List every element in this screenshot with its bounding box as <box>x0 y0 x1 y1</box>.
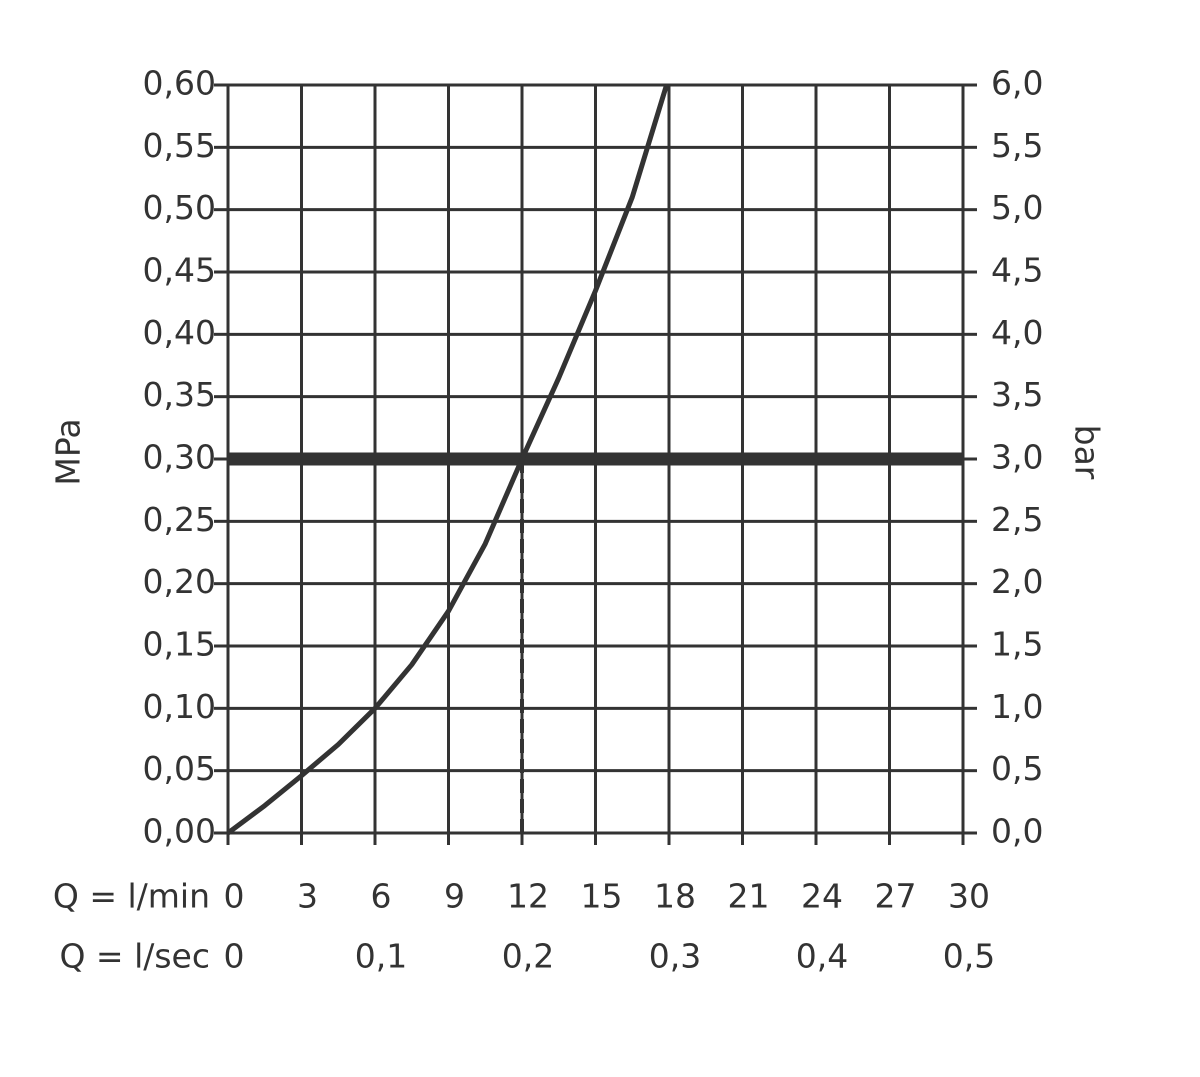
y-tick-label: 0,25 <box>143 500 216 539</box>
x-tick-label: 21 <box>728 877 770 916</box>
x2-tick-label: 0,4 <box>796 937 848 976</box>
y2-tick-label: 0,5 <box>991 749 1043 788</box>
x-tick-label: 6 <box>371 877 392 916</box>
y-tick-label: 0,30 <box>143 438 216 477</box>
y2-tick-label: 5,0 <box>991 188 1043 227</box>
y2-tick-label: 6,0 <box>991 64 1043 103</box>
y-tick-label: 0,00 <box>143 812 216 851</box>
y2-tick-label: 1,5 <box>991 625 1043 664</box>
x2-tick-label: 0,3 <box>649 937 701 976</box>
x2-axis-label: Q = l/sec <box>59 937 210 976</box>
y2-tick-label: 0,0 <box>991 812 1043 851</box>
x-tick-label: 27 <box>875 877 917 916</box>
curve <box>226 84 669 836</box>
y2-tick-label: 4,0 <box>991 313 1043 352</box>
y-tick-label: 0,50 <box>143 188 216 227</box>
x-axis-label: Q = l/min <box>53 877 210 916</box>
x-tick-label: 30 <box>948 877 990 916</box>
y2-tick-label: 2,0 <box>991 562 1043 601</box>
y-tick-label: 0,60 <box>143 64 216 103</box>
y2-tick-label: 5,5 <box>991 126 1043 165</box>
y-tick-label: 0,55 <box>143 126 216 165</box>
x2-tick-label: 0,1 <box>355 937 407 976</box>
y2-tick-label: 1,0 <box>991 687 1043 726</box>
x2-tick-label: 0 <box>224 937 245 976</box>
x-tick-label: 3 <box>297 877 318 916</box>
x2-tick-label: 0,2 <box>502 937 554 976</box>
y-tick-label: 0,45 <box>143 251 216 290</box>
y-axis-label: MPa <box>49 418 88 485</box>
y2-tick-label: 4,5 <box>991 251 1043 290</box>
x-tick-label: 24 <box>801 877 843 916</box>
x-tick-label: 18 <box>654 877 696 916</box>
y2-tick-label: 3,5 <box>991 375 1043 414</box>
y-tick-label: 0,40 <box>143 313 216 352</box>
y-tick-label: 0,15 <box>143 625 216 664</box>
y-tick-label: 0,05 <box>143 749 216 788</box>
y2-tick-label: 3,0 <box>991 438 1043 477</box>
x-tick-label: 0 <box>224 877 245 916</box>
y2-tick-label: 2,5 <box>991 500 1043 539</box>
x-tick-label: 9 <box>444 877 465 916</box>
y-tick-label: 0,20 <box>143 562 216 601</box>
x2-tick-label: 0,5 <box>943 937 995 976</box>
x-tick-label: 15 <box>581 877 623 916</box>
y2-axis-label: bar <box>1068 425 1107 480</box>
y-tick-label: 0,35 <box>143 375 216 414</box>
y-tick-label: 0,10 <box>143 687 216 726</box>
x-tick-label: 12 <box>507 877 549 916</box>
